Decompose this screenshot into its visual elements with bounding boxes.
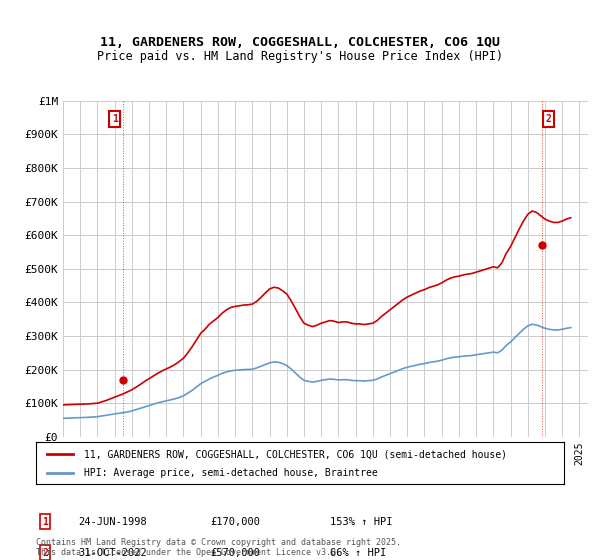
Text: 1: 1 [42,517,48,527]
Text: HPI: Average price, semi-detached house, Braintree: HPI: Average price, semi-detached house,… [83,468,377,478]
Text: £570,000: £570,000 [210,548,260,558]
Text: Contains HM Land Registry data © Crown copyright and database right 2025.
This d: Contains HM Land Registry data © Crown c… [36,538,401,557]
Text: 11, GARDENERS ROW, COGGESHALL, COLCHESTER, CO6 1QU (semi-detached house): 11, GARDENERS ROW, COGGESHALL, COLCHESTE… [83,449,506,459]
Text: 31-OCT-2022: 31-OCT-2022 [78,548,147,558]
Text: 2: 2 [545,114,551,124]
Text: 24-JUN-1998: 24-JUN-1998 [78,517,147,527]
Text: 1: 1 [112,114,118,124]
Text: Price paid vs. HM Land Registry's House Price Index (HPI): Price paid vs. HM Land Registry's House … [97,50,503,63]
Text: 11, GARDENERS ROW, COGGESHALL, COLCHESTER, CO6 1QU: 11, GARDENERS ROW, COGGESHALL, COLCHESTE… [100,36,500,49]
Text: 2: 2 [42,548,48,558]
Text: 153% ↑ HPI: 153% ↑ HPI [330,517,392,527]
Text: £170,000: £170,000 [210,517,260,527]
Text: 66% ↑ HPI: 66% ↑ HPI [330,548,386,558]
